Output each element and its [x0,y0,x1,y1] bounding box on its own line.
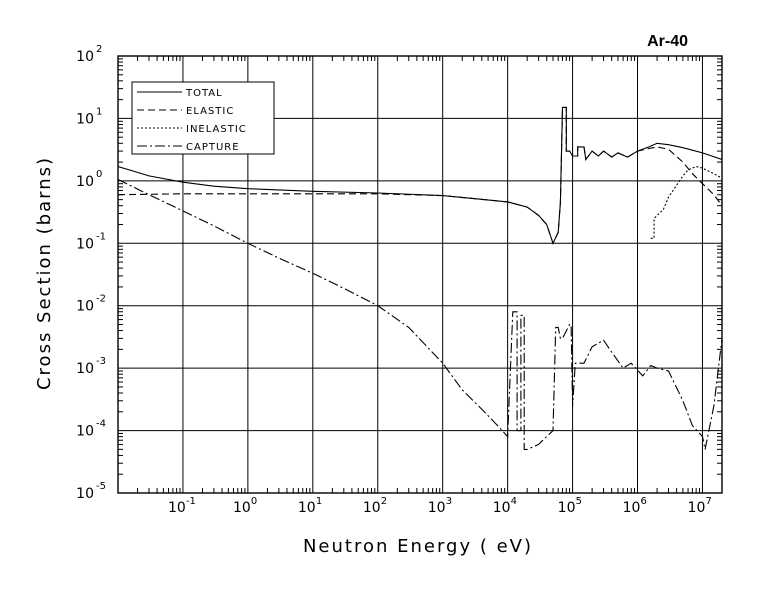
x-tick-label: 10 -1 [168,496,196,516]
x-tick-exponent: 5 [576,496,582,507]
y-tick-label: 10 -5 [76,481,106,502]
y-tick-base: 10 [76,174,94,190]
x-tick-base: 10 [298,500,316,516]
legend-label: CAPTURE [186,142,240,153]
x-tick-base: 10 [168,500,186,516]
y-tick-base: 10 [76,111,94,127]
y-tick-base: 10 [76,486,94,502]
legend-label: ELASTIC [186,106,234,117]
legend-label: INELASTIC [186,124,247,135]
legend-label: TOTAL [185,88,223,99]
x-tick-label: 10 3 [428,496,452,516]
x-tick-exponent: 3 [446,496,452,507]
x-tick-base: 10 [363,500,381,516]
series-group [118,106,722,450]
x-tick-label: 10 1 [298,496,322,516]
x-tick-exponent: 7 [705,496,711,507]
y-tick-label: 10 -1 [76,231,106,252]
series-line-elastic [118,106,722,245]
y-tick-label: 10 0 [76,169,102,190]
y-tick-label: 10 -2 [76,294,106,315]
y-tick-base: 10 [76,424,94,440]
chart-title: Ar-40 [647,33,688,50]
plot-frame [117,55,723,494]
y-tick-label: 10 1 [76,106,102,127]
y-tick-label: 10 -4 [76,419,106,440]
x-tick-label: 10 2 [363,496,387,516]
x-tick-exponent: 1 [316,496,322,507]
y-tick-exponent: 1 [96,106,102,117]
grid [118,55,723,494]
y-tick-exponent: -3 [96,356,106,367]
x-tick-label: 10 4 [493,496,517,516]
legend-box [131,81,275,155]
x-tick-base: 10 [623,500,641,516]
x-tick-exponent: -1 [186,496,196,507]
legend: TOTAL ELASTIC INELASTIC CAPTURE [131,81,275,155]
y-tick-exponent: -2 [96,294,106,305]
x-tick-exponent: 4 [511,496,517,507]
x-tick-label: 10 6 [623,496,647,516]
x-tick-exponent: 0 [251,496,257,507]
x-tick-label: 10 0 [233,496,257,516]
y-tick-base: 10 [76,236,94,252]
x-tick-base: 10 [233,500,251,516]
y-tick-label: 10 -3 [76,356,106,377]
y-tick-base: 10 [76,299,94,315]
x-tick-base: 10 [558,500,576,516]
x-tick-base: 10 [688,500,706,516]
series-line-capture [118,179,722,450]
x-tick-exponent: 6 [641,496,647,507]
tick-labels: 10 -1 10 0 10 1 10 2 10 3 10 4 10 5 10 6 10 710 210 110 010-… [76,44,712,516]
x-tick-label: 10 5 [558,496,582,516]
x-tick-base: 10 [493,500,511,516]
y-tick-exponent: -5 [96,481,106,492]
y-tick-exponent: -4 [96,419,106,430]
x-tick-base: 10 [428,500,446,516]
y-tick-label: 10 2 [76,44,102,65]
y-tick-exponent: -1 [96,231,106,242]
x-tick-exponent: 2 [381,496,387,507]
x-axis-label: Neutron Energy ( eV) [303,536,533,557]
y-tick-exponent: 0 [96,169,102,180]
series-line-inelastic [650,165,722,239]
y-tick-base: 10 [76,49,94,65]
y-axis-label: Cross Section (barns) [34,156,55,390]
y-tick-exponent: 2 [96,44,102,55]
x-tick-label: 10 7 [688,496,712,516]
y-tick-base: 10 [76,361,94,377]
